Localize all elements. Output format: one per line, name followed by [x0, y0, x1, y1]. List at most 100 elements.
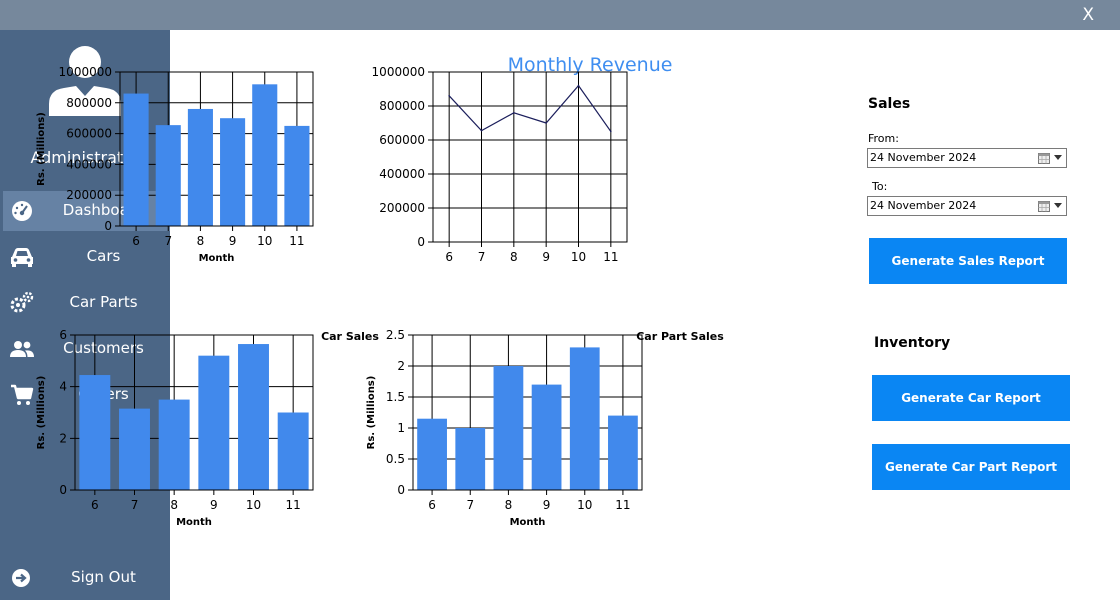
car-sales-chart: Car Sales 0 2 4 6 6 7 8 9 10 11 Month Rs. (Millions…	[36, 328, 500, 570]
y-tick-label: 2	[397, 359, 405, 373]
y-tick-label: 2	[59, 431, 67, 445]
x-axis-label: Month	[176, 517, 212, 528]
x-tick-label: 7	[466, 498, 474, 512]
user-avatar-icon	[49, 46, 121, 116]
x-tick-label: 6	[132, 234, 140, 248]
calendar-icon	[1038, 201, 1050, 212]
plot-area-border	[432, 71, 628, 243]
x-tick-label: 8	[510, 250, 518, 264]
car-part-sales-chart: Car Part Sales 0 0.5 1 1.5 2 2.5 6 7 8 9 10 11 Month…	[366, 328, 830, 570]
plot-area-border	[74, 334, 314, 491]
y-tick-label: 800000	[379, 99, 425, 113]
chart-bar	[608, 415, 638, 490]
chevron-down-icon	[1054, 203, 1062, 208]
to-date-picker[interactable]: 24 November 2024	[867, 196, 1067, 216]
x-tick-label: 8	[197, 234, 205, 248]
sidebar-item-car-parts[interactable]: Car Parts	[3, 283, 170, 323]
page-title: Monthly Revenue	[507, 54, 673, 76]
chart-bar	[252, 84, 278, 226]
y-tick-label: 200000	[66, 188, 112, 202]
to-date-value: 24 November 2024	[870, 199, 977, 212]
chart-bar	[155, 125, 181, 226]
chart-bar	[119, 408, 150, 490]
chart-point	[577, 84, 580, 87]
chart-bar	[123, 93, 149, 226]
x-tick-label: 10	[246, 498, 261, 512]
chart-bar	[531, 384, 562, 490]
y-tick-label: 1.5	[386, 390, 405, 404]
chart-bar	[277, 412, 309, 490]
x-tick-label: 9	[542, 250, 550, 264]
from-date-label: From:	[868, 132, 899, 145]
car-icon	[11, 248, 33, 267]
revenue-bar-chart: 0 200000 400000 600000 800000 1000000 6 7 8 9 10 11…	[36, 65, 500, 292]
chart-point	[480, 129, 483, 132]
y-tick-label: 1	[397, 421, 405, 435]
y-axis-label: Rs. (Millions)	[366, 376, 377, 450]
y-tick-label: 200000	[379, 201, 425, 215]
plot-area-border	[412, 334, 643, 491]
y-tick-label: 400000	[66, 157, 112, 171]
chart-bar	[493, 366, 524, 490]
x-tick-label: 6	[428, 498, 436, 512]
chart-title: Car Sales	[321, 330, 379, 343]
x-tick-label: 10	[571, 250, 586, 264]
x-tick-label: 9	[210, 498, 218, 512]
plot-area-border	[119, 71, 314, 227]
sales-section-title: Sales	[868, 96, 911, 112]
y-tick-label: 600000	[66, 127, 112, 141]
x-tick-label: 9	[543, 498, 551, 512]
chart-title: Car Part Sales	[636, 330, 724, 343]
y-tick-label: 800000	[66, 96, 112, 110]
chart-point	[513, 112, 515, 114]
chart-bar	[158, 399, 190, 490]
x-tick-label: 7	[478, 250, 486, 264]
title-bar: X	[0, 0, 1120, 30]
chart-bar	[238, 344, 269, 490]
generate-sales-report-button[interactable]: Generate Sales Report	[869, 238, 1067, 284]
x-tick-label: 8	[505, 498, 513, 512]
dashboard-icon	[12, 201, 32, 221]
users-icon	[10, 341, 34, 357]
from-date-picker[interactable]: 24 November 2024	[867, 148, 1067, 168]
chart-bar	[187, 108, 213, 226]
chevron-down-icon	[1054, 155, 1062, 160]
sidebar-item-customers[interactable]: Customers	[3, 329, 170, 369]
sidebar-item-cars[interactable]: Cars	[3, 237, 170, 277]
x-tick-label: 10	[577, 498, 592, 512]
close-button[interactable]: X	[1082, 5, 1094, 25]
chart-bar	[569, 347, 600, 490]
x-tick-label: 7	[164, 234, 172, 248]
chart-bar	[198, 355, 230, 490]
chart-bar	[417, 418, 447, 490]
generate-car-report-button[interactable]: Generate Car Report	[872, 375, 1070, 421]
user-name: Administrator	[30, 148, 140, 167]
main-content: Monthly Revenue 0 200000 400000 600000 80000…	[36, 30, 1120, 600]
inventory-section-title: Inventory	[874, 335, 951, 351]
x-tick-label: 11	[286, 498, 301, 512]
x-tick-label: 11	[603, 250, 618, 264]
x-tick-label: 7	[131, 498, 139, 512]
sidebar-item-label: Customers	[63, 339, 144, 357]
x-tick-label: 9	[229, 234, 237, 248]
sign-out-label: Sign Out	[71, 568, 136, 586]
y-tick-label: 600000	[379, 133, 425, 147]
chart-point	[448, 95, 450, 97]
y-axis-label: Rs. (Millions)	[36, 112, 47, 186]
cart-icon	[11, 384, 34, 405]
y-tick-label: 1000000	[59, 65, 112, 79]
x-tick-label: 11	[289, 234, 304, 248]
chart-bar	[284, 125, 310, 226]
generate-car-part-report-button[interactable]: Generate Car Part Report	[872, 444, 1070, 490]
chart-bar	[455, 428, 486, 490]
sign-out-button[interactable]: Sign Out	[3, 558, 170, 598]
gears-icon	[10, 291, 34, 313]
x-tick-label: 6	[445, 250, 453, 264]
y-tick-label: 0	[417, 235, 425, 249]
to-date-label: To:	[872, 180, 888, 193]
y-tick-label: 4	[59, 380, 67, 394]
sign-out-icon	[12, 569, 30, 587]
calendar-icon	[1038, 153, 1050, 164]
x-tick-label: 11	[615, 498, 630, 512]
x-tick-label: 6	[91, 498, 99, 512]
